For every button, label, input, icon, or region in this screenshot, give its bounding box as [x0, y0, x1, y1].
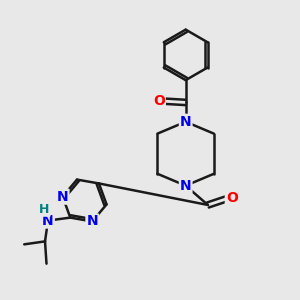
- Text: N: N: [57, 190, 68, 204]
- Text: N: N: [42, 214, 54, 228]
- Text: N: N: [86, 214, 98, 229]
- Text: O: O: [153, 94, 165, 108]
- Text: N: N: [180, 179, 191, 193]
- Text: O: O: [226, 190, 238, 205]
- Text: H: H: [39, 203, 50, 216]
- Text: N: N: [180, 115, 191, 129]
